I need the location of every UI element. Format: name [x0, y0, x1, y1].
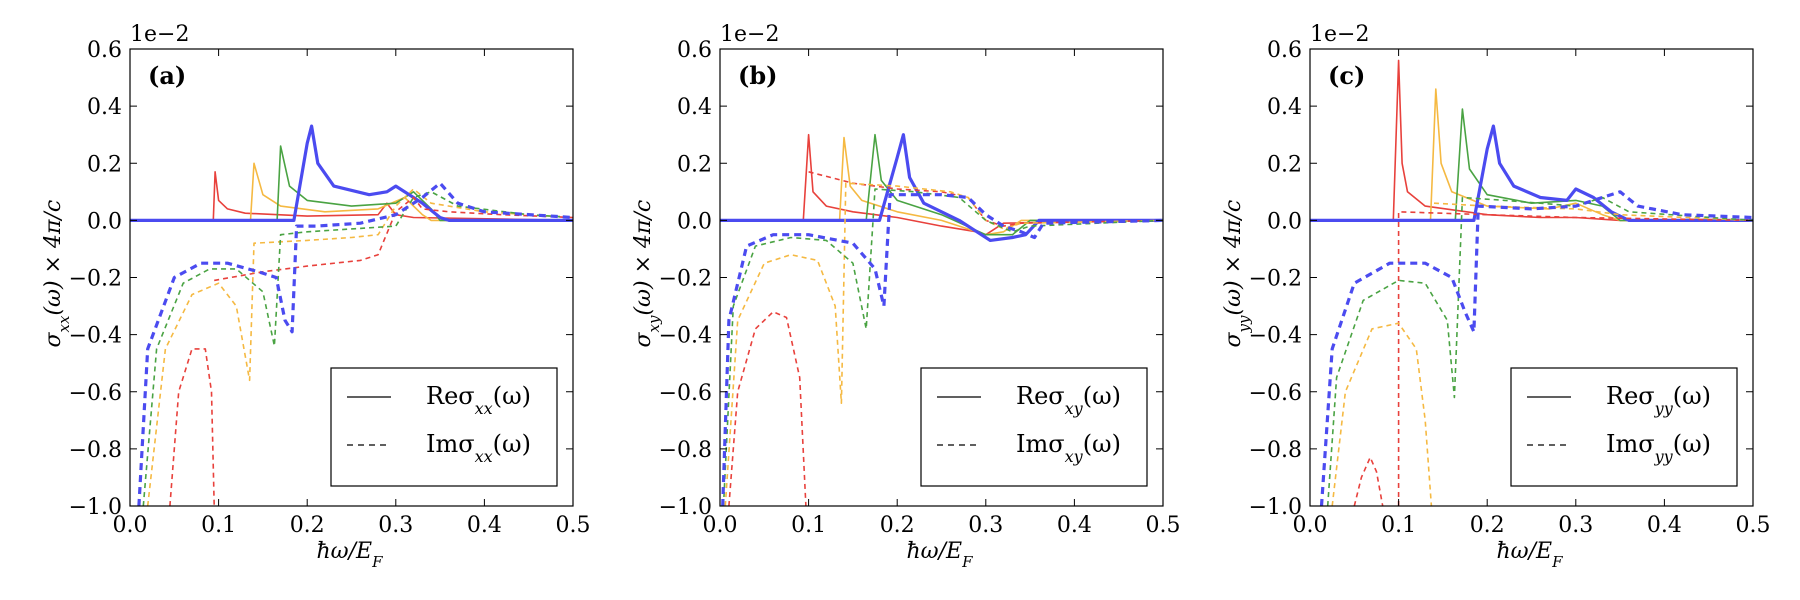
- x-tick-label: 0.2: [290, 513, 325, 538]
- series-line-im-blue: [137, 181, 574, 507]
- y-tick-label: 0.2: [677, 152, 712, 177]
- panel-label: (c): [1328, 61, 1365, 90]
- legend-entry: Reσyy(ω): [1606, 382, 1711, 418]
- y-tick-label: 0.6: [1267, 38, 1302, 63]
- x-tick-label: 0.1: [791, 513, 826, 538]
- y-tick-label: −0.8: [1249, 438, 1302, 463]
- legend-entry: Reσxx(ω): [426, 382, 531, 418]
- y-tick-label: 0.2: [87, 152, 122, 177]
- series-line-re-green: [1310, 108, 1753, 222]
- series-line-re-green: [720, 133, 1163, 236]
- y-axis-label: σxy(ω) × 4π/c: [631, 200, 663, 348]
- y-tick-label: −0.6: [69, 381, 122, 406]
- y-tick-label: −0.4: [659, 324, 712, 349]
- legend-box: [330, 367, 558, 487]
- panel-label: (a): [148, 61, 186, 90]
- legend: Reσxy(ω) Imσxy(ω): [920, 367, 1148, 487]
- x-tick-label: 0.3: [378, 513, 413, 538]
- y-tick-label: −1.0: [69, 495, 122, 520]
- panel-a: 0.0 0.1 0.2 0.3 0.4 0.5 −1.0 −0.8 −0.6 −0.4 −0.2 0.…: [41, 22, 591, 571]
- x-tick-label: 0.3: [1558, 513, 1593, 538]
- x-tick-label: 0.3: [968, 513, 1003, 538]
- series-line-im-yellow: [724, 182, 1164, 507]
- legend-box: [1510, 367, 1738, 487]
- legend-entry: Reσxy(ω): [1016, 382, 1121, 418]
- x-tick-label: 0.1: [1381, 513, 1416, 538]
- series-line-re-yellow: [1310, 88, 1753, 222]
- y-tick-label: −0.6: [659, 381, 712, 406]
- y-tick-label: −1.0: [659, 495, 712, 520]
- x-tick-label: 0.0: [703, 513, 738, 538]
- series-line-re-red: [720, 133, 1164, 236]
- series-line-im-green: [142, 191, 574, 507]
- series-line-re-blue: [1310, 124, 1753, 222]
- x-axis-label: ħω/EF: [317, 539, 384, 571]
- series-line-im-green: [722, 188, 1164, 507]
- y-tick-label: −0.8: [659, 438, 712, 463]
- series-line-re-red: [1310, 59, 1753, 222]
- x-tick-label: 0.5: [1736, 513, 1771, 538]
- series-line-re-yellow: [130, 162, 573, 222]
- x-axis-label: ħω/EF: [907, 539, 974, 571]
- y-tick-label: −0.2: [1249, 267, 1302, 292]
- y-tick-label: −1.0: [1249, 495, 1302, 520]
- y-tick-label: −0.8: [69, 438, 122, 463]
- y-tick-label: 0.4: [87, 95, 122, 120]
- legend-entry: Imσxy(ω): [1016, 430, 1121, 466]
- x-tick-label: 0.0: [1293, 513, 1328, 538]
- series-line-re-blue: [130, 124, 573, 222]
- legend-box: [920, 367, 1148, 487]
- y-axis-label: σyy(ω) × 4π/c: [1221, 200, 1253, 348]
- series-line-im-red: [169, 196, 574, 507]
- plot-area: [1310, 59, 1754, 507]
- series-line-im-green: [1326, 196, 1754, 507]
- x-tick-label: 0.2: [1470, 513, 1505, 538]
- panel-label: (b): [738, 61, 778, 90]
- y-tick-label: 0.4: [677, 95, 712, 120]
- y-tick-label: −0.4: [1249, 324, 1302, 349]
- axis-scale-label: 1e−2: [720, 22, 779, 47]
- x-tick-label: 0.5: [556, 513, 591, 538]
- x-tick-label: 0.0: [113, 513, 148, 538]
- legend-entry: Imσyy(ω): [1606, 430, 1711, 466]
- axis-scale-label: 1e−2: [1310, 22, 1369, 47]
- series-line-re-blue: [720, 133, 1163, 242]
- y-tick-label: 0.0: [1267, 209, 1302, 234]
- y-tick-label: 0.6: [87, 38, 122, 63]
- plot-area: [130, 124, 574, 507]
- y-axis-label: σxx(ω) × 4π/c: [41, 200, 73, 348]
- series-line-re-red: [130, 171, 574, 222]
- y-tick-label: −0.6: [1249, 381, 1302, 406]
- x-tick-label: 0.5: [1146, 513, 1181, 538]
- plot-area: [720, 133, 1164, 507]
- series-line-im-yellow: [146, 188, 574, 507]
- y-tick-label: −0.4: [69, 324, 122, 349]
- series-line-im-blue: [721, 193, 1164, 507]
- series-line-im-red: [1353, 211, 1754, 507]
- y-tick-label: 0.2: [1267, 152, 1302, 177]
- x-tick-label: 0.2: [880, 513, 915, 538]
- legend: Reσxx(ω) Imσxx(ω): [330, 367, 558, 487]
- series-line-re-green: [130, 145, 573, 222]
- axis-scale-label: 1e−2: [130, 22, 189, 47]
- x-tick-label: 0.1: [201, 513, 236, 538]
- x-tick-label: 0.4: [1057, 513, 1092, 538]
- y-tick-label: 0.4: [1267, 95, 1302, 120]
- legend: Reσyy(ω) Imσyy(ω): [1510, 367, 1738, 487]
- y-tick-label: 0.0: [677, 209, 712, 234]
- panel-b: 0.0 0.1 0.2 0.3 0.4 0.5 −1.0 −0.8 −0.6 −0.4 −0.2 0.…: [631, 22, 1181, 571]
- panel-c: 0.0 0.1 0.2 0.3 0.4 0.5 −1.0 −0.8 −0.6 −0.4 −0.2 0.…: [1221, 22, 1771, 571]
- legend-entry: Imσxx(ω): [426, 430, 531, 466]
- x-tick-label: 0.4: [1647, 513, 1682, 538]
- x-tick-label: 0.4: [467, 513, 502, 538]
- series-line-im-blue: [1319, 190, 1754, 507]
- series-line-im-yellow: [1331, 202, 1754, 507]
- x-axis-label: ħω/EF: [1497, 539, 1564, 571]
- y-tick-label: 0.6: [677, 38, 712, 63]
- y-tick-label: −0.2: [69, 267, 122, 292]
- y-tick-label: 0.0: [87, 209, 122, 234]
- y-tick-label: −0.2: [659, 267, 712, 292]
